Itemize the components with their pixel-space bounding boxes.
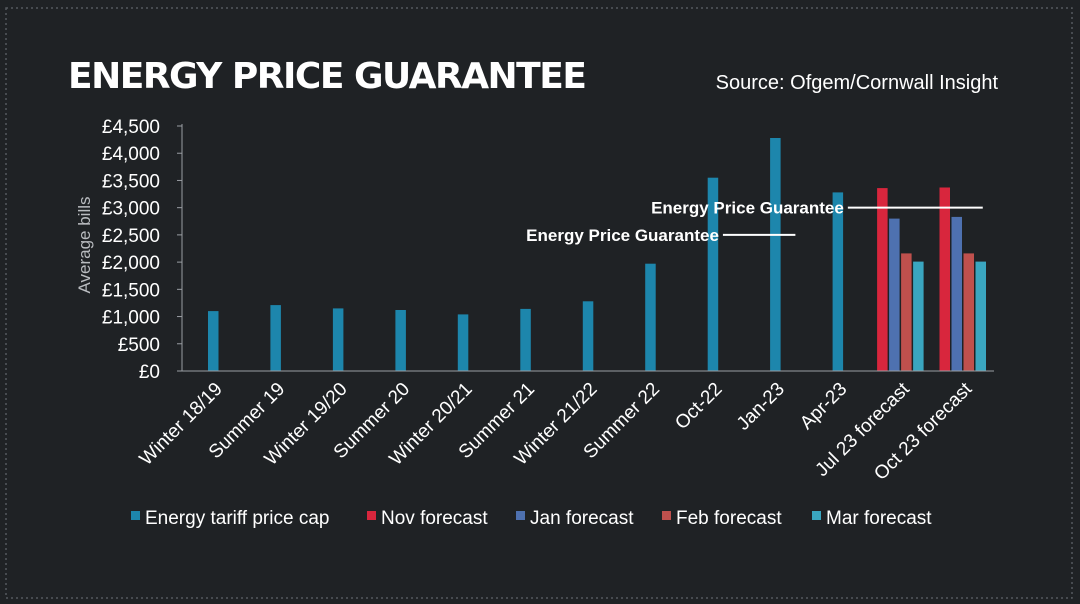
y-axis-label: Average bills [75, 196, 94, 293]
legend-swatch [662, 511, 671, 520]
y-tick-label: £1,500 [102, 280, 160, 301]
legend-swatch [367, 511, 376, 520]
bar-mar-forecast [913, 261, 924, 371]
annotations: Energy Price Guarantee Energy Price Guara… [526, 199, 983, 245]
y-tick-label: £3,500 [102, 171, 160, 192]
bar-energy-tariff-price-cap [270, 305, 281, 371]
bar-energy-tariff-price-cap [332, 308, 344, 371]
legend-entry: Mar forecast [826, 508, 932, 529]
y-tick-label: £3,000 [102, 199, 160, 220]
bar-energy-tariff-price-cap [770, 138, 781, 371]
annotation-label: Energy Price Guarantee [526, 226, 719, 245]
bar-feb-forecast [901, 253, 912, 371]
bar-mar-forecast [975, 261, 986, 371]
legend-swatch [812, 511, 821, 520]
bar-nov-forecast [939, 187, 950, 371]
y-tick-label: £4,000 [102, 144, 160, 165]
legend-swatch [516, 511, 525, 520]
legend-entry: Feb forecast [676, 508, 782, 529]
source-note: Source: Ofgem/Cornwall Insight [716, 72, 999, 94]
dotted-frame [5, 7, 1073, 599]
y-tick-label: £500 [118, 335, 160, 356]
legend-swatch [131, 511, 140, 520]
bar-energy-tariff-price-cap [395, 310, 406, 371]
y-tick-label: £4,500 [102, 117, 160, 138]
bar-energy-tariff-price-cap [707, 177, 719, 371]
bar-energy-tariff-price-cap [582, 301, 594, 371]
y-tick-label: £2,000 [102, 253, 160, 274]
bar-energy-tariff-price-cap [832, 192, 844, 371]
bar-feb-forecast [963, 253, 974, 371]
bar-nov-forecast [877, 188, 888, 371]
legend-entry: Jan forecast [530, 508, 634, 529]
y-tick-label: £1,000 [102, 308, 160, 329]
bar-energy-tariff-price-cap [208, 311, 219, 371]
legend-entry: Energy tariff price cap [145, 508, 329, 529]
bar-energy-tariff-price-cap [645, 263, 656, 371]
legend-entry: Nov forecast [381, 508, 488, 529]
bar-energy-tariff-price-cap [457, 314, 469, 371]
bars [208, 138, 986, 371]
annotation-label: Energy Price Guarantee [651, 199, 844, 218]
chart-title: ENERGY PRICE GUARANTEE [68, 56, 585, 97]
y-tick-label: £0 [139, 362, 160, 383]
bar-jan-forecast [889, 218, 900, 371]
y-tick-label: £2,500 [102, 226, 160, 247]
bar-jan-forecast [951, 216, 962, 371]
bar-energy-tariff-price-cap [520, 308, 531, 371]
legend: Energy tariff price cap Nov forecast Jan f… [131, 508, 932, 529]
y-axis: £0 £500 £1,000 £1,500 £2,000 £2,500 £3,000 £3,5… [102, 117, 183, 383]
